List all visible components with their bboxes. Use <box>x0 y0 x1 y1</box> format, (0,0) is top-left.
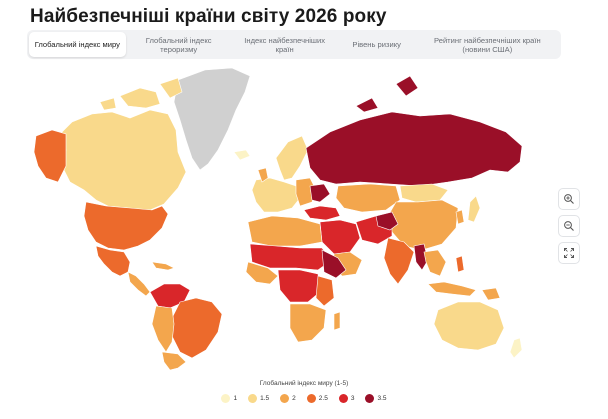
region-alaska[interactable] <box>33 129 67 183</box>
legend-label: 1.5 <box>260 395 270 402</box>
region-myanmar[interactable] <box>413 243 429 271</box>
region-indonesia[interactable] <box>427 281 477 297</box>
region-western-europe[interactable] <box>251 177 301 213</box>
region-middle-east[interactable] <box>319 219 361 255</box>
region-southern-cone[interactable] <box>161 351 187 371</box>
tab-safest-countries-index[interactable]: Індекс найбезпечніших країн <box>244 35 326 54</box>
legend-item[interactable]: 3.5 <box>365 394 387 403</box>
region-japan[interactable] <box>467 195 481 223</box>
region-southeast-asia[interactable] <box>423 249 447 277</box>
region-southern-africa[interactable] <box>289 303 327 343</box>
region-ukraine[interactable] <box>309 183 331 203</box>
region-turkey[interactable] <box>303 205 341 221</box>
region-central-africa[interactable] <box>277 269 321 303</box>
legend-swatch <box>306 394 316 403</box>
region-uk[interactable] <box>257 167 269 183</box>
region-caribbean[interactable] <box>151 261 175 271</box>
legend-label: 3 <box>350 395 355 402</box>
region-west-africa[interactable] <box>245 261 279 285</box>
legend-swatch <box>338 394 348 403</box>
zoom-out-button[interactable] <box>558 215 580 237</box>
region-australia[interactable] <box>433 301 505 351</box>
region-north-africa[interactable] <box>247 215 323 247</box>
region-madagascar[interactable] <box>333 311 341 331</box>
region-brazil[interactable] <box>171 297 223 359</box>
legend-swatch <box>280 394 290 403</box>
region-new-zealand[interactable] <box>509 337 523 359</box>
world-map-svg[interactable] <box>0 62 608 372</box>
legend-swatch <box>221 394 231 403</box>
legend-label: 2 <box>292 395 296 402</box>
region-mongolia[interactable] <box>399 183 449 203</box>
zoom-out-icon <box>564 221 574 231</box>
region-papua-new-guinea[interactable] <box>481 287 501 301</box>
region-philippines[interactable] <box>455 255 465 273</box>
region-russia-north-islands[interactable] <box>355 75 419 113</box>
legend-item[interactable]: 1 <box>221 394 237 403</box>
legend-label: 3.5 <box>377 395 387 402</box>
zoom-in-icon <box>564 194 574 204</box>
region-andean-south-america[interactable] <box>151 305 175 353</box>
zoom-in-button[interactable] <box>558 188 580 210</box>
tab-global-terrorism-index[interactable]: Глобальний індекс тероризму <box>145 35 212 54</box>
region-canada[interactable] <box>59 109 187 211</box>
region-greenland[interactable] <box>173 67 251 171</box>
expand-icon <box>564 248 574 258</box>
legend-label: 1 <box>233 395 238 402</box>
fullscreen-button[interactable] <box>558 242 580 264</box>
region-afghanistan[interactable] <box>375 211 399 231</box>
region-central-america[interactable] <box>127 271 151 297</box>
region-usa[interactable] <box>83 201 169 251</box>
tab-global-peace-index[interactable]: Глобальний індекс миру <box>29 32 126 57</box>
region-iceland[interactable] <box>233 149 251 161</box>
region-korea[interactable] <box>455 209 465 225</box>
region-horn-of-africa[interactable] <box>321 249 347 279</box>
legend-item[interactable]: 2.5 <box>306 394 328 403</box>
region-russia[interactable] <box>305 111 523 187</box>
region-india[interactable] <box>383 237 415 285</box>
legend-swatch <box>248 394 258 403</box>
region-eastern-europe[interactable] <box>295 177 317 207</box>
tab-us-news-ranking[interactable]: Рейтинг найбезпечніших країн (новини США… <box>433 35 541 54</box>
region-east-africa[interactable] <box>315 275 335 307</box>
region-central-asia[interactable] <box>335 183 401 213</box>
legend-label: 2.5 <box>318 395 328 402</box>
region-arctic-islands[interactable] <box>99 77 183 111</box>
page-title: Найбезпечніші країни світу 2026 року <box>30 6 387 27</box>
tab-risk-level[interactable]: Рівень ризику <box>352 40 401 49</box>
legend-item[interactable]: 1.5 <box>248 394 269 403</box>
region-mexico[interactable] <box>95 245 131 277</box>
index-tabs: Глобальний індекс миру Глобальний індекс… <box>27 30 561 59</box>
legend-item[interactable]: 3 <box>338 394 355 403</box>
legend-item[interactable]: 2 <box>280 394 296 403</box>
legend-title: Глобальний індекс миру (1-5) <box>259 380 349 387</box>
world-map[interactable] <box>0 62 608 372</box>
legend: 1 1.5 2 2.5 3 3.5 <box>0 394 608 403</box>
region-scandinavia[interactable] <box>275 135 309 181</box>
legend-swatch <box>365 394 375 403</box>
